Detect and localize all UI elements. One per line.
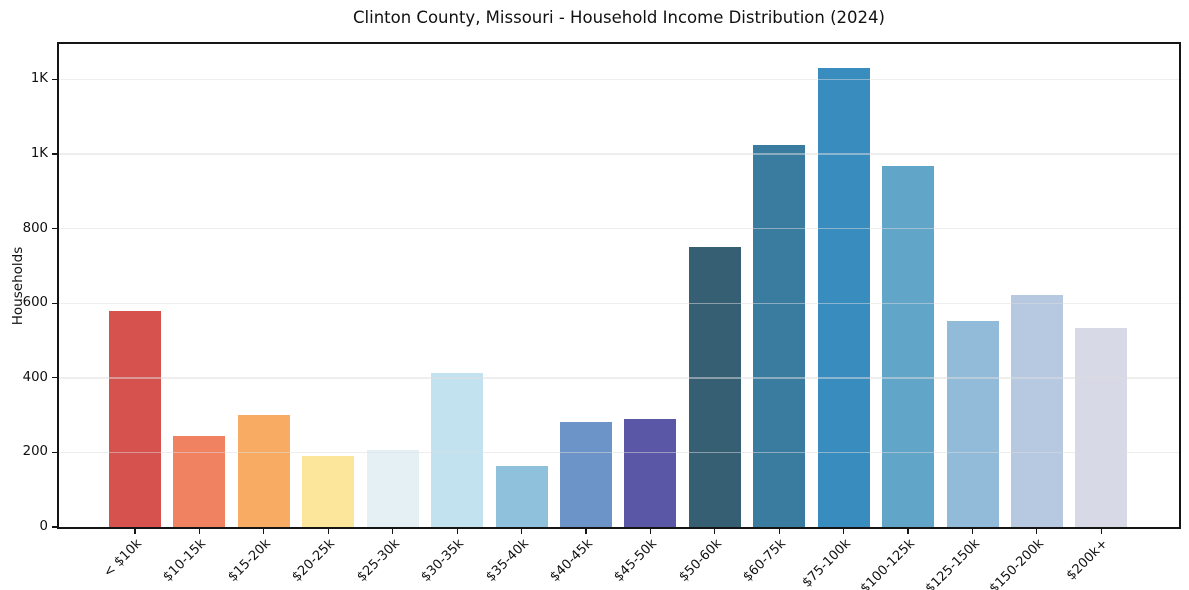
bar-8 bbox=[624, 418, 677, 527]
bar-14 bbox=[1010, 295, 1063, 527]
gridline-800 bbox=[59, 227, 1179, 230]
x-tick-mark bbox=[778, 529, 780, 534]
x-tick-mark bbox=[263, 529, 265, 534]
bar-13 bbox=[946, 321, 999, 527]
bar-6 bbox=[495, 466, 548, 527]
x-tick-mark bbox=[1036, 529, 1038, 534]
bar-12 bbox=[882, 165, 934, 527]
x-tick-mark bbox=[392, 529, 394, 534]
y-tick-label: 1K bbox=[30, 146, 48, 161]
x-tick-mark bbox=[327, 529, 329, 534]
chart-title: Clinton County, Missouri - Household Inc… bbox=[353, 8, 885, 27]
y-tick-label: 0 bbox=[39, 519, 48, 534]
bar-10 bbox=[753, 144, 806, 527]
x-tick-mark bbox=[134, 529, 136, 534]
bar-11 bbox=[817, 68, 870, 527]
y-tick-mark bbox=[52, 228, 57, 230]
gridline-1200 bbox=[59, 78, 1179, 81]
x-tick-label: $200k+ bbox=[1064, 536, 1112, 584]
x-tick-mark bbox=[971, 529, 974, 534]
x-tick-mark bbox=[198, 529, 201, 534]
gridline-400 bbox=[59, 377, 1179, 379]
bar-4 bbox=[366, 450, 419, 527]
y-tick-label: 200 bbox=[22, 444, 48, 460]
bar-3 bbox=[302, 456, 355, 527]
y-tick-mark bbox=[52, 78, 57, 81]
x-tick-label-anchor: $200k+ bbox=[901, 536, 1111, 583]
x-tick-mark bbox=[520, 529, 523, 534]
gridline-200 bbox=[59, 451, 1179, 454]
bar-7 bbox=[559, 422, 612, 527]
y-tick-mark bbox=[52, 377, 57, 379]
x-tick-mark bbox=[1100, 529, 1102, 534]
x-tick-mark bbox=[907, 529, 909, 534]
x-tick-mark bbox=[456, 529, 458, 534]
y-tick-label: 400 bbox=[22, 369, 48, 385]
bar-0 bbox=[109, 311, 161, 527]
bar-5 bbox=[431, 373, 484, 527]
bar-1 bbox=[173, 435, 226, 527]
x-tick-mark bbox=[843, 529, 845, 534]
y-tick-mark bbox=[52, 526, 57, 528]
y-tick-label: 600 bbox=[22, 295, 48, 311]
y-tick-mark bbox=[52, 451, 57, 454]
y-axis-label: Households bbox=[10, 246, 26, 326]
x-tick-mark bbox=[714, 529, 716, 534]
bar-9 bbox=[688, 247, 741, 527]
y-tick-label: 800 bbox=[22, 220, 48, 236]
y-tick-label: 1K bbox=[30, 71, 48, 87]
plot-area bbox=[59, 44, 1179, 527]
bar-2 bbox=[237, 415, 290, 527]
bar-15 bbox=[1075, 327, 1128, 527]
gridline-1000 bbox=[59, 153, 1179, 155]
y-tick-mark bbox=[52, 302, 57, 304]
y-tick-mark bbox=[52, 153, 57, 155]
x-tick-mark bbox=[585, 529, 587, 534]
gridline-600 bbox=[59, 302, 1179, 304]
x-tick-mark bbox=[649, 529, 651, 534]
